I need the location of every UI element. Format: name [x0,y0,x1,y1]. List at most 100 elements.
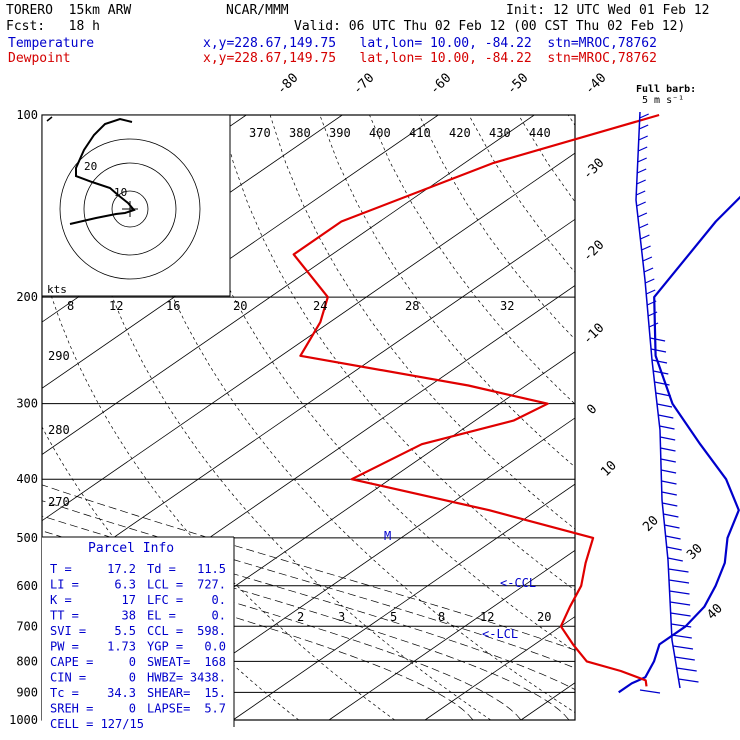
parcel-info-key: EL = [147,609,176,623]
wind-barb [653,370,669,375]
parcel-info-value: 5.5 [114,624,136,638]
parcel-info-key: YGP = [147,640,183,654]
isotherm-label: -30 [580,156,607,183]
theta-e-label: 390 [329,126,351,140]
hodograph-ring [83,162,177,256]
wind-barb [648,322,659,328]
parcel-info-key: PW = [50,640,79,654]
parcel-info-key: LCL = [147,578,183,592]
dewpoint-trace [292,113,660,687]
parcel-info-value: 17 [122,593,136,607]
wind-barb [669,590,690,595]
pressure-label: 600 [16,579,38,593]
isotherm-line [328,549,575,721]
wind-barb [670,612,691,617]
wind-barb [649,337,666,342]
theta-label: 270 [48,495,70,509]
isotherm-line [42,115,535,455]
init-time: Init: 12 UTC Wed 01 Feb 12 [506,3,710,18]
mixing-ratio-label: 20 [537,610,551,624]
isotherm-label: 0 [584,402,600,418]
mixing-ratio-label: 8 [438,610,445,624]
mixing-ratio-label: 2 [297,610,304,624]
parcel-info-key: Td = [147,562,176,576]
theta-e-label: 430 [489,126,511,140]
isotherm-line [232,483,575,721]
wind-barbs: Full barb:5 m s⁻¹ [635,84,699,694]
parcel-info-value: 727. [197,578,226,592]
wind-barb [637,146,648,152]
wind-barb [678,678,699,683]
parcel-info-key: SHEAR= [147,686,190,700]
parcel-info-value: 15. [204,686,226,700]
wind-barb [638,135,648,141]
mixing-ratio-label: 5 [390,610,397,624]
wind-barb [637,157,647,163]
hodograph-ring [111,190,149,228]
isotherm-line [520,682,575,721]
isotherm-label: -10 [580,321,607,348]
isotherm-line [713,115,740,720]
wind-barb [668,579,690,584]
moist-adiabat [42,515,575,690]
hodograph-units: kts [47,283,67,296]
wind-barb [672,645,694,650]
wind-barb [645,278,655,284]
dry-adiabat [668,115,740,720]
pressure-label: 1000 [9,713,38,727]
ccl-marker: <-CCL [500,576,536,590]
pressure-label: 700 [16,619,38,633]
wind-barb [660,469,677,474]
dewpoint-legend: Dewpoint [8,51,71,66]
parcel-info-value: 11.5 [197,562,226,576]
parcel-info-key: T = [50,562,72,576]
mixing-ratio-label: 28 [405,299,419,313]
isotherm-line [42,152,575,522]
wind-barb [660,447,676,452]
hodograph-trace [46,116,53,122]
mixing-ratio-label: 8 [67,299,74,313]
wind-barb [661,480,677,485]
wind-barb [655,392,671,397]
dry-adiabat [717,115,740,720]
wind-barb [646,300,657,306]
theta-e-label: 440 [529,126,551,140]
wind-barb [658,414,674,419]
valid-time: Valid: 06 UTC Thu 02 Feb 12 (00 CST Thu … [294,19,686,34]
wind-barb [661,491,677,496]
lcl-marker: <-LCL [482,627,518,641]
hodograph-trace [69,117,136,225]
wind-barb [650,348,667,353]
wind-barb [665,535,681,540]
dry-adiabat [418,115,575,340]
parcel-info-key: K = [50,593,72,607]
wind-barb [638,223,649,229]
parcel-info-value: 5.7 [204,702,226,716]
isotherm-label: -70 [350,71,377,98]
sounding-traces [292,113,740,694]
wind-barb [667,557,683,562]
isotherm-line [617,115,740,720]
isotherm-label: -80 [274,71,301,98]
wind-barb [639,689,661,694]
parcel-info-key: CCL = [147,624,183,638]
parcel-info-value: 34.3 [107,686,136,700]
wind-barb [656,403,673,408]
wind-barb [676,667,697,672]
wind-barb [668,568,689,573]
mixing-ratio-label: 12 [480,610,494,624]
wind-barb [635,190,646,196]
hodograph-rings [59,138,201,280]
hodograph-ring-label: 20 [84,160,97,173]
parcel-info-value: 1.73 [107,640,136,654]
dewpoint-location: x,y=228.67,149.75 lat,lon= 10.00, -84.22… [203,51,657,66]
parcel-info-value: 3438. [190,671,226,685]
mixing-ratio-label: 3 [338,610,345,624]
wind-barb [639,113,649,119]
wind-barb [647,311,658,317]
moist-adiabat [42,500,575,669]
dry-adiabat [518,115,575,203]
parcel-info-key: HWBZ= [147,671,183,685]
wind-barb [638,124,649,130]
wind-barb [663,513,679,518]
